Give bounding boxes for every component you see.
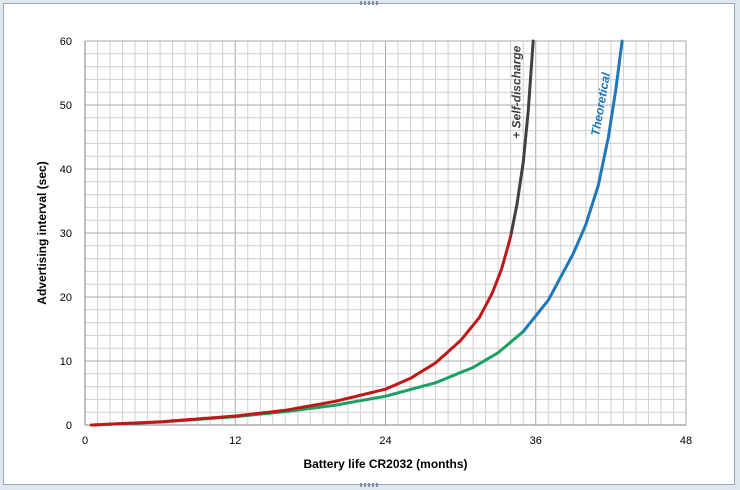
resize-handle-bottom[interactable] xyxy=(360,483,380,487)
y-tick-label: 20 xyxy=(60,292,72,304)
series-self-discharge-line-high xyxy=(509,39,535,235)
x-tick-label: 48 xyxy=(680,435,692,447)
y-axis-title: Advertising interval (sec) xyxy=(35,161,49,304)
y-tick-label: 10 xyxy=(60,356,72,368)
y-tick-label: 60 xyxy=(60,36,72,48)
y-tick-label: 0 xyxy=(66,420,72,432)
x-tick-label: 24 xyxy=(379,435,391,447)
x-axis-title: Battery life CR2032 (months) xyxy=(303,457,467,471)
series-layer xyxy=(89,39,624,427)
x-tick-label: 36 xyxy=(530,435,542,447)
series-theoretical-line-low xyxy=(89,330,525,427)
tick-labels: 0 12 24 36 48 0 10 20 30 40 50 60 xyxy=(60,36,692,447)
y-tick-label: 30 xyxy=(60,228,72,240)
chart-area[interactable] xyxy=(3,1,735,487)
series-self-discharge-line xyxy=(89,231,513,427)
annotation-self-discharge: + Self-discharge xyxy=(510,45,524,138)
x-tick-label: 12 xyxy=(229,435,241,447)
y-tick-label: 50 xyxy=(60,100,72,112)
x-tick-label: 0 xyxy=(82,435,88,447)
series-theoretical-line xyxy=(521,39,624,334)
y-tick-label: 40 xyxy=(60,164,72,176)
resize-handle-top[interactable] xyxy=(360,1,380,5)
